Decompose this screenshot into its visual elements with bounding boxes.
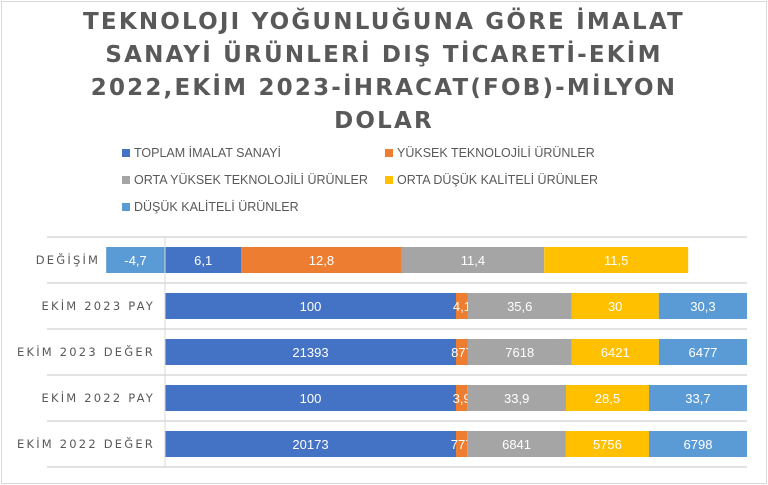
data-label: 777 — [451, 437, 473, 452]
legend-item-dusuk: DÜŞÜK KALİTELİ ÜRÜNLER — [122, 200, 299, 214]
data-label: 11,4 — [461, 253, 485, 268]
data-label: 4,1 — [453, 299, 471, 314]
bar-segment — [467, 431, 566, 457]
legend-item-yuksek: YÜKSEK TEKNOLOJİLİ ÜRÜNLER — [385, 146, 595, 160]
bar-segment — [467, 293, 572, 319]
bar-segment — [456, 293, 468, 319]
data-label: 12,8 — [309, 253, 334, 268]
data-label: 6841 — [502, 437, 531, 452]
bar-segment — [456, 385, 468, 411]
data-label: 35,6 — [507, 299, 532, 314]
data-label: 21393 — [292, 345, 328, 360]
data-label: 100 — [300, 391, 322, 406]
legend-label: DÜŞÜK KALİTELİ ÜRÜNLER — [134, 200, 299, 214]
chart-title-line: DOLAR — [334, 108, 434, 134]
chart-title-line: SANAYİ ÜRÜNLERİ DIŞ TİCARETİ-EKİM — [105, 42, 663, 68]
bar-segment — [571, 339, 659, 365]
bar-segment — [565, 385, 649, 411]
legend-swatch — [122, 203, 130, 211]
data-label: 33,9 — [504, 391, 529, 406]
bar-segment — [544, 247, 689, 273]
data-label: 30,3 — [690, 299, 715, 314]
data-label: 7618 — [505, 345, 534, 360]
bar-segment — [648, 431, 747, 457]
bar-segment — [401, 247, 545, 273]
data-label: 28,5 — [595, 391, 620, 406]
data-label: 20173 — [292, 437, 328, 452]
data-label: 6798 — [684, 437, 713, 452]
legend-label: YÜKSEK TEKNOLOJİLİ ÜRÜNLER — [397, 146, 595, 160]
legend-swatch — [122, 149, 130, 157]
category-label: EKİM 2023 DEĞER — [17, 344, 155, 359]
bar-segment — [571, 293, 659, 319]
bar-segment — [565, 431, 649, 457]
data-label: 877 — [451, 345, 473, 360]
bar-segment — [648, 385, 747, 411]
data-label: 100 — [300, 299, 322, 314]
data-label: 11,5 — [604, 253, 628, 268]
bar-segment — [658, 339, 747, 365]
bar-segment — [165, 385, 456, 411]
data-label: 6477 — [688, 345, 717, 360]
category-label: DEĞİŞİM — [36, 252, 100, 267]
bar-segment — [165, 247, 242, 273]
bar-segment — [106, 247, 165, 273]
legend-label: TOPLAM İMALAT SANAYİ — [134, 146, 282, 160]
data-label: 6,1 — [194, 253, 212, 268]
bar-segment — [467, 385, 566, 411]
legend-swatch — [385, 176, 393, 184]
bar-segment — [165, 339, 456, 365]
legend-label: ORTA YÜKSEK TEKNOLOJİLİ ÜRÜNLER — [134, 173, 368, 187]
data-label: 5756 — [593, 437, 622, 452]
bar-segment — [165, 431, 457, 457]
data-label: 33,7 — [685, 391, 710, 406]
category-label: EKİM 2022 PAY — [42, 390, 156, 405]
chart-title-line: TEKNOLOJI YOĞUNLUĞUNA GÖRE İMALAT — [83, 9, 685, 35]
legend-item-orta-yuksek: ORTA YÜKSEK TEKNOLOJİLİ ÜRÜNLER — [122, 173, 368, 187]
category-label: EKİM 2023 PAY — [42, 298, 156, 313]
legend-swatch — [122, 176, 130, 184]
chart-title: TEKNOLOJI YOĞUNLUĞUNA GÖRE İMALAT SANAYİ… — [0, 6, 768, 138]
bar-segment — [456, 431, 468, 457]
bar-segment — [658, 293, 747, 319]
bar-segment — [456, 339, 468, 365]
category-label: EKİM 2022 DEĞER — [17, 436, 155, 451]
legend-item-toplam: TOPLAM İMALAT SANAYİ — [122, 146, 281, 160]
legend-label: ORTA DÜŞÜK KALİTELİ ÜRÜNLER — [397, 173, 598, 187]
data-label: 3,9 — [453, 391, 471, 406]
bar-segment — [241, 247, 402, 273]
chart-title-line: 2022,EKİM 2023-İHRACAT(FOB)-MİLYON — [90, 75, 678, 101]
data-label: 30 — [608, 299, 622, 314]
legend-swatch — [385, 149, 393, 157]
data-label: -4,7 — [124, 253, 146, 268]
data-label: 6421 — [601, 345, 630, 360]
bar-segment — [165, 293, 456, 319]
legend-item-orta-dusuk: ORTA DÜŞÜK KALİTELİ ÜRÜNLER — [385, 173, 598, 187]
bar-segment — [467, 339, 572, 365]
